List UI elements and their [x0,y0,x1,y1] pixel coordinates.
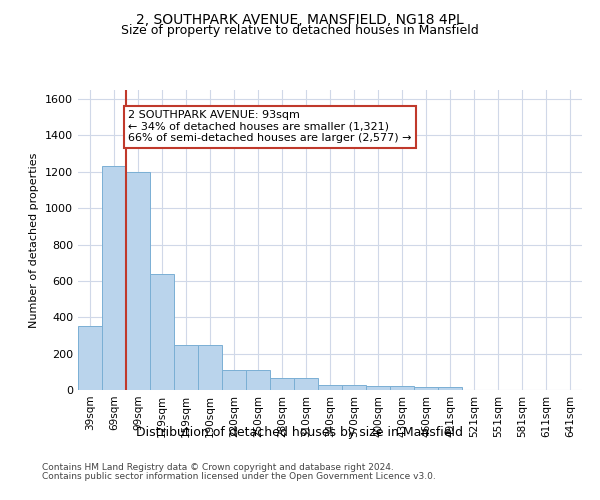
Bar [102,166,126,390]
Y-axis label: Number of detached properties: Number of detached properties [29,152,40,328]
Bar [318,384,342,390]
Bar [78,326,102,390]
Bar [390,386,414,390]
Text: Size of property relative to detached houses in Mansfield: Size of property relative to detached ho… [121,24,479,37]
Text: Contains HM Land Registry data © Crown copyright and database right 2024.: Contains HM Land Registry data © Crown c… [42,464,394,472]
Bar [294,378,318,390]
Text: 2 SOUTHPARK AVENUE: 93sqm
← 34% of detached houses are smaller (1,321)
66% of se: 2 SOUTHPARK AVENUE: 93sqm ← 34% of detac… [128,110,412,143]
Text: Distribution of detached houses by size in Mansfield: Distribution of detached houses by size … [137,426,464,439]
Bar [198,344,222,390]
Text: Contains public sector information licensed under the Open Government Licence v3: Contains public sector information licen… [42,472,436,481]
Bar [150,274,174,390]
Bar [246,370,270,390]
Bar [222,370,246,390]
Bar [174,344,198,390]
Bar [126,172,150,390]
Bar [366,386,390,390]
Bar [414,388,438,390]
Bar [270,378,294,390]
Bar [342,384,366,390]
Text: 2, SOUTHPARK AVENUE, MANSFIELD, NG18 4PL: 2, SOUTHPARK AVENUE, MANSFIELD, NG18 4PL [136,12,464,26]
Bar [438,388,462,390]
